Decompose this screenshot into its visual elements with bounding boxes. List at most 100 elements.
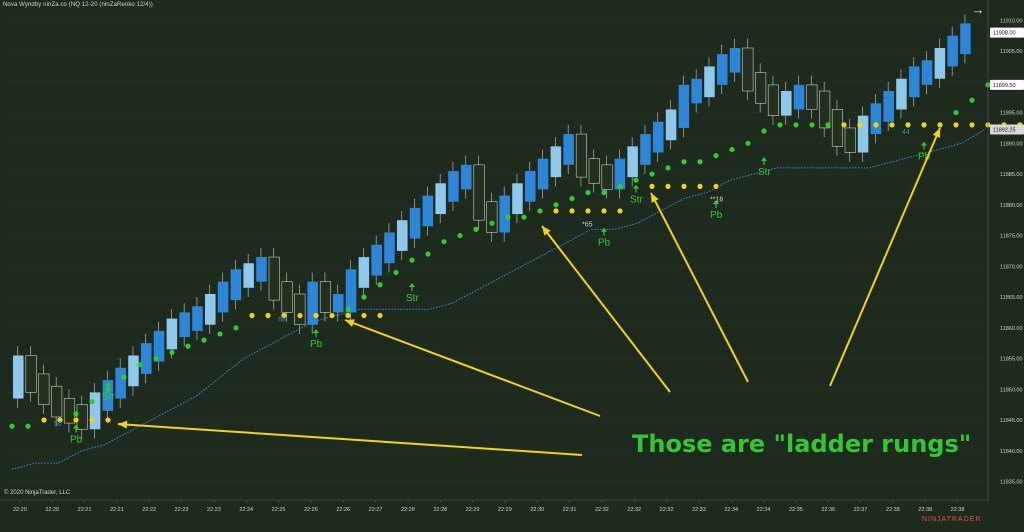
trail-dot bbox=[585, 189, 591, 196]
renko-bar bbox=[192, 306, 203, 331]
rung-dot bbox=[601, 208, 607, 214]
rung-dot bbox=[57, 417, 63, 423]
trail-dot bbox=[153, 355, 159, 362]
signal-label: Pb bbox=[70, 435, 83, 446]
renko-bar bbox=[525, 170, 536, 202]
x-tick-label: 22:26 bbox=[304, 507, 318, 513]
renko-bar bbox=[38, 373, 50, 405]
renko-bar bbox=[767, 84, 780, 116]
annotation-arrow-head bbox=[345, 319, 355, 327]
renko-bar bbox=[729, 47, 741, 73]
renko-bar bbox=[537, 158, 549, 190]
signal-label: Pb bbox=[598, 238, 611, 249]
y-tick-label: 11845.00 bbox=[1000, 418, 1023, 424]
trail-dot bbox=[969, 97, 975, 103]
y-tick-label: 11885.00 bbox=[1000, 172, 1023, 178]
renko-bar bbox=[435, 183, 446, 215]
x-tick-label: 22:34 bbox=[757, 507, 771, 513]
trail-dot bbox=[89, 399, 95, 405]
price-label: 11899.50 bbox=[993, 83, 1016, 89]
renko-bar bbox=[179, 312, 190, 338]
renko-bar bbox=[781, 91, 792, 116]
renko-bar bbox=[63, 398, 76, 424]
signal-arrow bbox=[105, 381, 111, 386]
rung-dot bbox=[953, 122, 959, 128]
rung-dot bbox=[249, 312, 255, 319]
trail-dot bbox=[665, 165, 671, 171]
renko-bar bbox=[307, 281, 318, 325]
x-tick-label: 22:32 bbox=[627, 507, 641, 513]
renko-bar bbox=[934, 47, 946, 79]
base-line-series bbox=[11, 129, 986, 470]
renko-bar bbox=[243, 263, 254, 288]
trail-dot bbox=[473, 226, 479, 232]
trail-dot bbox=[825, 122, 831, 128]
y-tick-label: 11865.00 bbox=[1000, 295, 1023, 301]
trail-dot bbox=[745, 140, 751, 146]
trail-dot bbox=[345, 306, 351, 312]
signal-label: Str bbox=[102, 391, 115, 402]
x-tick-label: 22:20 bbox=[13, 507, 27, 513]
renko-bar bbox=[141, 343, 152, 374]
renko-bar bbox=[281, 281, 293, 313]
rung-dot bbox=[105, 417, 111, 423]
rung-dot bbox=[697, 183, 703, 189]
x-tick-label: 22:21 bbox=[78, 507, 92, 513]
trail-dot bbox=[777, 122, 783, 128]
trail-dot bbox=[201, 337, 207, 343]
y-tick-label: 11860.00 bbox=[1000, 326, 1023, 332]
renko-bar bbox=[883, 91, 894, 122]
renko-bar bbox=[499, 195, 510, 233]
x-tick-label: 22:26 bbox=[336, 507, 350, 513]
renko-bar bbox=[256, 257, 267, 282]
x-tick-label: 22:34 bbox=[724, 507, 738, 513]
renko-bar bbox=[345, 269, 357, 313]
x-tick-label: 22:25 bbox=[272, 507, 286, 513]
renko-bar bbox=[742, 47, 754, 92]
base-line bbox=[11, 129, 986, 470]
rung-dot bbox=[41, 417, 47, 423]
x-tick-label: 22:38 bbox=[951, 507, 965, 513]
trail-dot bbox=[809, 122, 815, 128]
renko-bar bbox=[601, 164, 613, 190]
y-tick-label: 11910.00 bbox=[1000, 18, 1023, 24]
trail-dot bbox=[233, 325, 239, 331]
trail-dot bbox=[393, 269, 399, 276]
trail-dot bbox=[377, 282, 383, 288]
brand-logo: NINJATRADER bbox=[922, 516, 982, 523]
trail-dot bbox=[169, 349, 175, 355]
trail-dot bbox=[489, 220, 495, 226]
signal-label: Str bbox=[758, 167, 771, 178]
arrow-right-icon[interactable]: → bbox=[971, 2, 985, 17]
signal-label: Pb bbox=[710, 210, 723, 221]
y-tick-label: 11895.00 bbox=[1000, 111, 1023, 117]
renko-bar bbox=[588, 158, 600, 184]
renko-bar bbox=[665, 109, 677, 141]
rung-dot bbox=[265, 312, 271, 319]
renko-bar bbox=[102, 380, 114, 411]
bar-count-label: 50 bbox=[54, 421, 62, 428]
trail-dot bbox=[73, 411, 79, 417]
trail-dot bbox=[409, 257, 415, 263]
renko-bar bbox=[921, 60, 933, 85]
trail-dot bbox=[185, 343, 191, 349]
signal-arrow bbox=[409, 283, 415, 288]
trail-dot bbox=[713, 153, 719, 159]
price-label-box bbox=[990, 79, 1024, 90]
trail-dot bbox=[9, 423, 15, 429]
signal-arrow bbox=[633, 184, 639, 189]
renko-bar bbox=[960, 23, 971, 55]
renko-bar bbox=[819, 90, 831, 129]
chart-title: Nova Wyndby ninZa.co (NQ 12-20 (ninZaRen… bbox=[3, 2, 153, 8]
renko-bar bbox=[397, 220, 408, 251]
y-tick-label: 11905.00 bbox=[1000, 49, 1023, 55]
x-tick-label: 22:38 bbox=[886, 507, 900, 513]
renko-bar bbox=[640, 134, 651, 165]
trail-dot bbox=[601, 189, 607, 196]
signal-label: Pb bbox=[310, 339, 323, 350]
trail-dot bbox=[537, 208, 543, 214]
renko-bar bbox=[268, 256, 280, 301]
annotation-caption: Those are "ladder rungs" bbox=[632, 430, 972, 458]
